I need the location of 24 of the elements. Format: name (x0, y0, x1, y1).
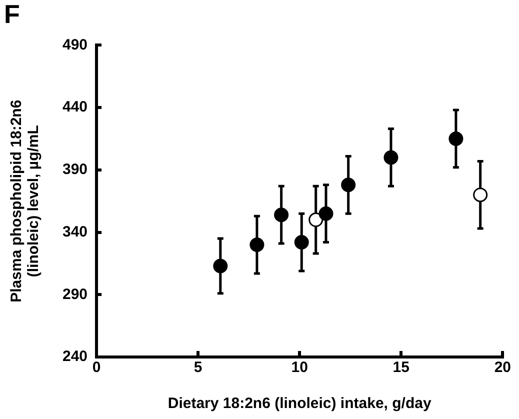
y-tick-label: 390 (62, 161, 88, 178)
x-axis-title: Dietary 18:2n6 (linoleic) intake, g/day (168, 395, 432, 412)
point (294, 235, 309, 250)
y-tick-label: 340 (62, 223, 88, 240)
y-tick-label: 440 (62, 98, 88, 116)
x-tick-label: 0 (92, 359, 101, 376)
point (448, 131, 464, 146)
y-axis-title: Plasma phospholipid 18:2n6 (linoleic) level, µg/mL (8, 100, 42, 302)
chart-title: F (4, 0, 20, 29)
point (308, 212, 324, 228)
x-tick-label: 15 (392, 359, 410, 376)
point (473, 188, 488, 202)
point (384, 150, 398, 165)
point (341, 178, 356, 192)
y-tick-label: 240 (62, 348, 88, 366)
x-tick-label: 10 (291, 359, 308, 376)
x-tick-label: 5 (194, 359, 202, 376)
point (213, 258, 228, 274)
point (250, 238, 264, 252)
y-tick-label: 290 (62, 286, 88, 303)
point (318, 206, 334, 221)
point (274, 208, 289, 222)
x-tick-label: 20 (494, 359, 511, 376)
y-tick-label: 490 (62, 36, 88, 54)
